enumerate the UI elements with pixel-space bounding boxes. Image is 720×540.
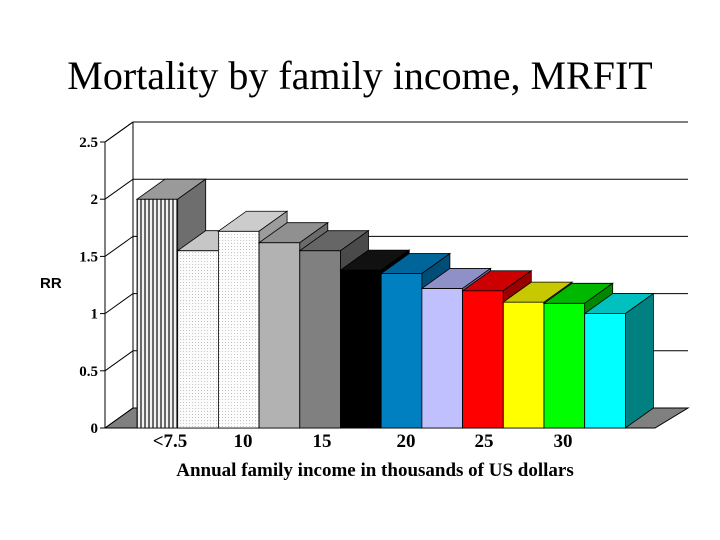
chart-title: Mortality by family income, MRFIT [67, 53, 653, 98]
y-tick-label: 1 [91, 307, 99, 323]
gridline [104, 235, 688, 257]
bar-front [177, 250, 219, 429]
gridline [104, 121, 688, 143]
y-tick-label: 1.5 [79, 249, 98, 265]
x-tick-label: 30 [554, 431, 573, 452]
bar-front [584, 313, 626, 429]
bar-front [299, 250, 341, 429]
y-axis-label: RR [40, 275, 62, 292]
x-tick-label: 25 [475, 431, 494, 452]
x-axis-label: Annual family income in thousands of US … [176, 460, 574, 481]
bars [135, 178, 655, 429]
x-axis-ticks: <7.5 10 15 20 25 30 [153, 431, 573, 452]
y-tick-label: 2.5 [79, 135, 98, 151]
bar [217, 210, 289, 429]
x-tick-label: 20 [397, 431, 416, 452]
x-tick-label: 15 [313, 431, 332, 452]
bar-front [340, 269, 382, 429]
bar-front [258, 242, 301, 429]
y-tick-label: 0.5 [79, 364, 98, 380]
bar-front [502, 301, 545, 429]
bar [583, 292, 655, 429]
x-tick-label: 10 [234, 431, 253, 452]
y-tick-label: 0 [91, 421, 99, 437]
bar [135, 178, 207, 429]
bar-front [136, 198, 179, 429]
bar-side [625, 292, 654, 429]
bar-front [462, 290, 504, 429]
x-tick-label: <7.5 [153, 431, 188, 452]
bar-front [543, 302, 586, 429]
bar-front [421, 288, 463, 429]
gridline [104, 178, 688, 200]
bar-front [380, 273, 423, 429]
bar-front [217, 230, 260, 429]
y-tick-label: 2 [91, 192, 99, 208]
